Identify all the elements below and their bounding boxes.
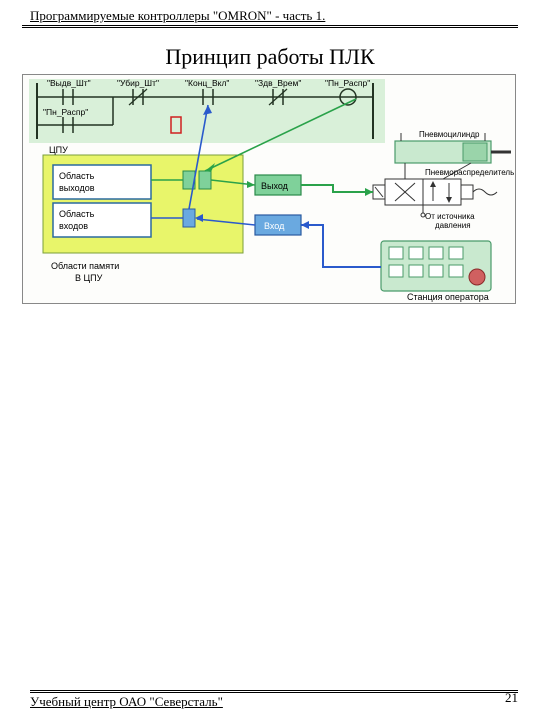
plc-diagram: "Выдв_Шт" "Убир_Шт" "Конц_Вкл" "Здв_Врем… (23, 75, 516, 304)
ladder-branch-label: "Пн_Распр" (43, 107, 88, 117)
ladder-label-4: "Здв_Врем" (255, 78, 301, 88)
mem-caption-1: Области памяти (51, 261, 119, 271)
diagram-frame: "Выдв_Шт" "Убир_Шт" "Конц_Вкл" "Здв_Врем… (22, 74, 516, 304)
wire-out-valve (301, 185, 373, 196)
cpu-label: ЦПУ (49, 145, 68, 155)
mem-in-l2: входов (59, 221, 88, 231)
footer-text: Учебный центр ОАО "Северсталь" (30, 690, 518, 710)
pressure-label-1: От источника (425, 212, 475, 221)
mem-in-l1: Область (59, 209, 95, 219)
cylinder-label: Пневмоцилиндр (419, 130, 480, 139)
pressure-label-2: давления (435, 221, 471, 230)
valve-label: Пневмораспределитель (425, 168, 514, 177)
ladder-label-3: "Конц_Вкл" (185, 78, 229, 88)
slide-title: Принцип работы ПЛК (22, 44, 518, 70)
page-header: Программируемые контроллеры "OMRON" - ча… (22, 8, 518, 28)
page-footer: 21 Учебный центр ОАО "Северсталь" (30, 690, 518, 710)
mem-caption-2: В ЦПУ (75, 273, 103, 283)
ladder-label-1: "Выдв_Шт" (47, 78, 91, 88)
operator-panel (381, 241, 491, 291)
stop-button-icon (469, 269, 485, 285)
output-label: Выход (261, 181, 289, 191)
panel-label: Станция оператора (407, 292, 489, 302)
page-number: 21 (505, 690, 518, 706)
mem-out-l2: выходов (59, 183, 95, 193)
input-label: Вход (264, 221, 285, 231)
wire-panel-in (301, 221, 381, 267)
ladder-label-2: "Убир_Шт" (117, 78, 159, 88)
mem-out-l1: Область (59, 171, 95, 181)
ladder-label-5: "Пн_Распр" (325, 78, 370, 88)
